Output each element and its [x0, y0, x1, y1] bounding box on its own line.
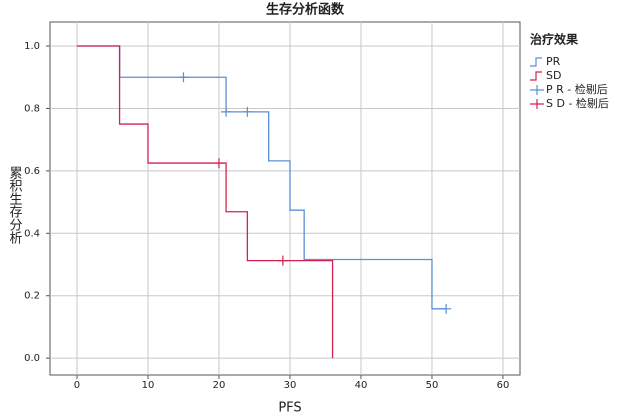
- x-tick-label: 40: [355, 380, 368, 391]
- x-tick-label: 0: [74, 380, 80, 391]
- censor-mark: [221, 106, 232, 117]
- censor-mark: [213, 158, 224, 169]
- y-tick-label: 1.0: [24, 41, 40, 52]
- x-tick-label: 10: [142, 380, 155, 391]
- y-axis-label: 累积生存分析: [7, 166, 23, 244]
- legend-label: SD: [546, 69, 561, 82]
- x-tick-label: 60: [497, 380, 510, 391]
- x-axis-label: PFS: [278, 401, 301, 416]
- x-tick-label: 30: [284, 380, 297, 391]
- censor-mark: [242, 106, 253, 117]
- x-tick-label: 20: [213, 380, 226, 391]
- legend-symbol: [530, 57, 542, 67]
- plot-frame: [49, 21, 521, 376]
- y-tick-label: 0.0: [24, 353, 40, 364]
- chart-title: 生存分析函数: [266, 2, 345, 18]
- y-tick-label: 0.6: [24, 166, 40, 177]
- survival-line: [76, 45, 447, 310]
- legend-symbol: [530, 71, 542, 81]
- legend-symbol: [530, 99, 544, 109]
- legend-label: PR: [546, 55, 561, 68]
- legend-symbol: [530, 85, 544, 95]
- y-tick-label: 0.2: [24, 291, 40, 302]
- legend-label: P R - 检剔后: [546, 82, 608, 96]
- censor-mark: [277, 255, 288, 266]
- y-tick-label: 0.4: [24, 228, 40, 239]
- legend-label: S D - 检剔后: [546, 96, 609, 110]
- x-tick-label: 50: [426, 380, 439, 391]
- legend-title: 治疗效果: [530, 32, 578, 47]
- censor-mark: [441, 303, 452, 314]
- survival-line: [76, 45, 334, 359]
- censor-mark: [178, 72, 189, 83]
- y-tick-label: 0.8: [24, 103, 40, 114]
